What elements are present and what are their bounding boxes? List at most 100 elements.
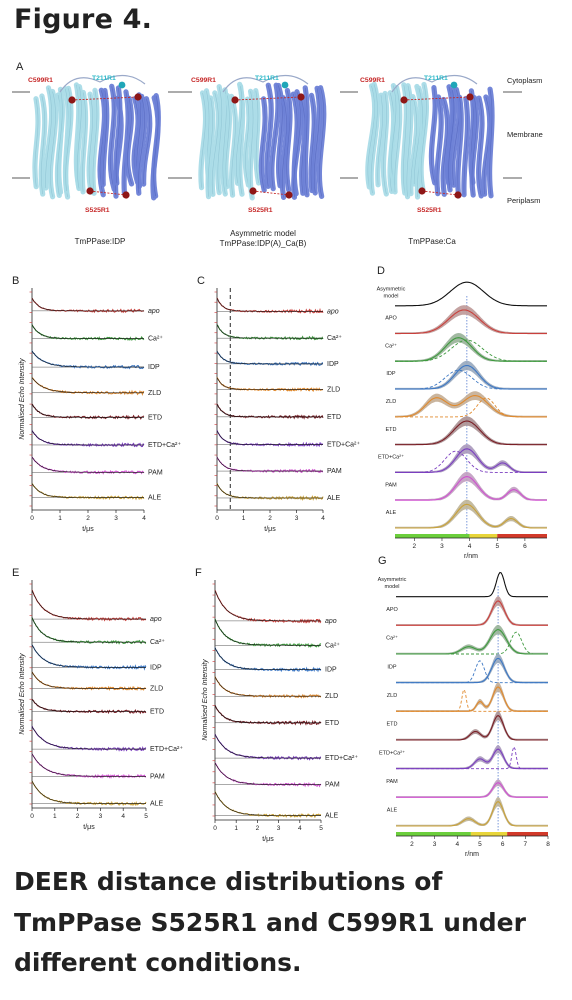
x-tick-label: 6 <box>523 543 527 550</box>
helix-outline <box>463 98 468 195</box>
helix-outline <box>115 87 121 184</box>
s525r1-label: S525R1 <box>417 207 442 214</box>
trace-ca <box>31 617 147 645</box>
helix-outline <box>406 85 412 197</box>
helix-outline <box>391 85 397 183</box>
distribution-1 <box>396 600 548 626</box>
spin-label-red <box>454 191 462 199</box>
fit-etdca <box>214 733 321 759</box>
fit-idp <box>31 350 144 368</box>
fit-ale <box>214 791 321 816</box>
structure-caption: TmPPase:IDP(A)_Ca(B) <box>220 239 307 248</box>
comparison-distribution <box>395 450 547 473</box>
fit-ca <box>216 324 323 339</box>
trace-pam <box>214 762 322 788</box>
comparison-distribution <box>396 631 548 655</box>
spin-label-red <box>285 191 293 199</box>
helix-outline <box>127 98 132 184</box>
trace-apo <box>31 297 145 314</box>
figure-4: A Cytoplasm Membrane Periplasm C599R1 T211R1 S… <box>12 61 551 858</box>
dist-label-ca: Ca²⁺ <box>385 342 397 349</box>
series-label-idp: IDP <box>150 664 162 671</box>
trace-ca <box>31 324 145 341</box>
spin-label-red <box>134 93 142 101</box>
helix-outline <box>483 96 491 195</box>
x-tick-label: 0 <box>30 515 34 522</box>
distribution-fill <box>395 416 547 445</box>
series-label-etdca: ETD+Ca²⁺ <box>148 442 181 449</box>
protein-structure-1: C599R1 T211R1 S525R1 TmPPase:IDP <box>28 74 161 246</box>
dist-label-idp: IDP <box>386 371 396 377</box>
uncertainty-band <box>396 596 548 626</box>
fit-ale <box>31 483 144 498</box>
distribution-3 <box>396 657 548 684</box>
fit-etd <box>31 698 146 712</box>
panel-letter-a: A <box>16 61 24 73</box>
fit-ale <box>216 483 323 499</box>
panel-letter-g: G <box>378 555 387 567</box>
helix-outline <box>271 85 279 189</box>
series-label-pam: PAM <box>150 773 165 780</box>
helix-outline <box>110 86 115 190</box>
reliability-bar-red <box>507 832 548 836</box>
x-tick-label: 1 <box>53 813 57 820</box>
panel-letter-d: D <box>377 265 385 277</box>
distribution-7 <box>396 782 548 798</box>
helix-outline <box>286 90 291 191</box>
fit-ca <box>31 617 146 643</box>
trace-ca <box>216 324 324 341</box>
series-label-etd: ETD <box>150 709 164 716</box>
x-tick-label: 0 <box>213 825 217 832</box>
helix-outline <box>57 89 63 196</box>
dist-label-apo: APO <box>386 607 398 613</box>
panel-f: F 0 1 2 3 4 5 t/μs Normalised Echo Intensity apo C… <box>195 567 358 843</box>
trace-zld <box>31 377 145 396</box>
distribution-5 <box>395 420 547 446</box>
series-label-apo: apo <box>150 616 162 623</box>
helix-outline <box>225 95 230 187</box>
helix-outline <box>436 96 442 194</box>
x-tick-label: 1 <box>242 515 246 522</box>
distribution-7 <box>395 476 547 501</box>
trace-pam <box>31 456 145 475</box>
distance-s525r1 <box>252 190 290 196</box>
uncertainty-band <box>396 779 548 798</box>
helix-outline <box>293 91 301 198</box>
fit-zld <box>31 671 146 689</box>
helix-outline <box>143 98 151 185</box>
protein-structure-3: C599R1 T211R1 S525R1 TmPPase:Ca <box>360 74 495 246</box>
helix-outline <box>304 87 308 195</box>
protein-structure-2: C599R1 T211R1 S525R1 Asymmetric modelTmPPas… <box>191 74 327 248</box>
fit-ale <box>31 780 146 804</box>
helix-outline <box>82 92 86 192</box>
trace-apo <box>31 589 147 622</box>
series-label-zld: ZLD <box>148 390 161 397</box>
helix-outline <box>457 97 462 196</box>
dist-label-etdca: ETD+Ca²⁺ <box>379 749 405 756</box>
comparison-distribution <box>396 745 548 770</box>
fit-etd <box>216 403 323 418</box>
fit-idp <box>214 647 321 670</box>
helix-outline <box>217 86 223 193</box>
fit-zld <box>216 377 323 390</box>
dist-label-model: model <box>385 584 400 590</box>
helix-outline <box>370 84 378 194</box>
helix-outline <box>34 98 39 187</box>
c599r1-label: C599R1 <box>28 77 53 84</box>
trace-idp <box>214 647 322 673</box>
helix-outline <box>76 86 82 189</box>
x-axis-label: t/μs <box>82 526 94 533</box>
fit-idp <box>31 644 146 668</box>
helix-outline <box>394 87 401 192</box>
x-tick-label: 0 <box>215 515 219 522</box>
fit-etd <box>31 403 144 418</box>
distribution-1 <box>395 309 547 335</box>
structure-caption: TmPPase:Ca <box>408 237 456 246</box>
spin-label-red <box>249 187 257 195</box>
x-axis-label: r/nm <box>465 851 479 858</box>
trace-etd <box>31 403 145 420</box>
helix-outline <box>478 98 483 196</box>
trace-ale <box>216 482 324 501</box>
x-axis-label: t/μs <box>83 824 95 831</box>
